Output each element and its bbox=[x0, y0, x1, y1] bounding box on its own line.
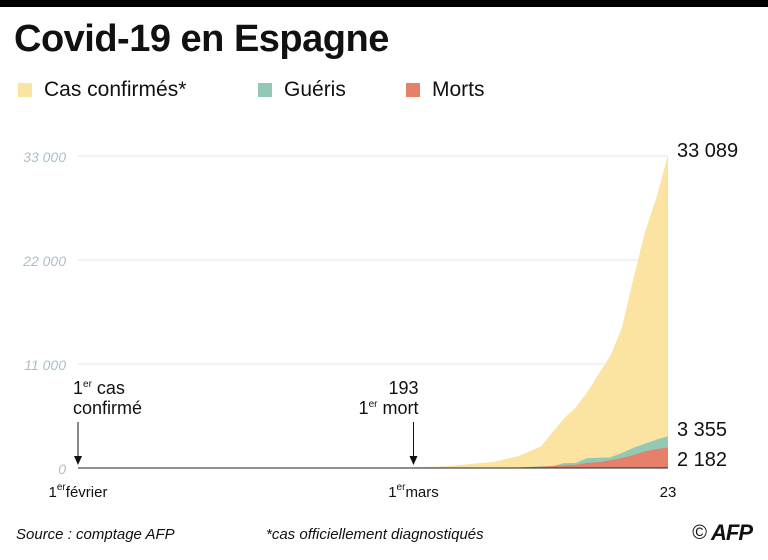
afp-credit: © AFP bbox=[692, 520, 753, 546]
area-deaths bbox=[78, 447, 668, 468]
area-confirmed bbox=[78, 155, 668, 468]
legend-swatch-recovered bbox=[258, 83, 272, 97]
legend-item-confirmed: Cas confirmés* bbox=[18, 78, 186, 102]
legend: Cas confirmés* Guéris Morts bbox=[0, 78, 768, 108]
annotation-1-line-0: 193 bbox=[388, 378, 418, 398]
chart-title: Covid-19 en Espagne bbox=[14, 18, 389, 60]
end-label-deaths: 2 182 bbox=[677, 449, 727, 471]
x-tick-label-2: 23 bbox=[660, 484, 677, 501]
legend-item-deaths: Morts bbox=[406, 78, 485, 102]
x-tick-label-1: 1ermars bbox=[388, 482, 439, 501]
x-tick-label-0: 1erfévrier bbox=[49, 482, 108, 501]
y-tick-label-0: 33 000 bbox=[23, 149, 66, 165]
copyright-symbol: © bbox=[692, 521, 707, 544]
y-tick-label-2: 11 000 bbox=[24, 357, 66, 373]
y-tick-label-3: 0 bbox=[58, 461, 66, 477]
top-rule bbox=[0, 0, 768, 7]
source-note: Source : comptage AFP bbox=[16, 526, 175, 543]
legend-label-deaths: Morts bbox=[432, 78, 485, 101]
y-tick-label-1: 22 000 bbox=[22, 253, 66, 269]
legend-label-confirmed: Cas confirmés* bbox=[44, 78, 187, 101]
end-label-confirmed: 33 089 bbox=[677, 140, 738, 162]
legend-label-recovered: Guéris bbox=[284, 78, 346, 101]
annotation-arrow-head-0 bbox=[74, 456, 82, 465]
annotation-1-line-1: 1er mort bbox=[359, 398, 419, 418]
end-label-recovered: 3 355 bbox=[677, 419, 727, 441]
legend-swatch-confirmed bbox=[18, 83, 32, 97]
annotation-0-line-1: confirmé bbox=[73, 398, 142, 418]
legend-item-recovered: Guéris bbox=[258, 78, 346, 102]
footnote: *cas officiellement diagnostiqués bbox=[266, 526, 484, 543]
annotation-0-line-0: 1er cas bbox=[73, 378, 125, 398]
afp-logo: AFP bbox=[711, 520, 753, 545]
annotation-arrow-head-1 bbox=[409, 456, 418, 465]
legend-swatch-deaths bbox=[406, 83, 420, 97]
